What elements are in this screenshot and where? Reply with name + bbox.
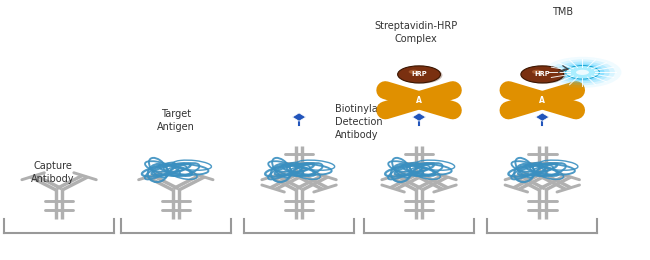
Circle shape: [400, 67, 443, 84]
Circle shape: [576, 70, 589, 75]
Circle shape: [521, 66, 564, 83]
Text: Target
Antigen: Target Antigen: [157, 109, 195, 132]
Circle shape: [408, 96, 431, 105]
Circle shape: [543, 57, 621, 88]
Circle shape: [566, 66, 599, 79]
Text: HRP: HRP: [411, 72, 427, 77]
Circle shape: [532, 70, 542, 74]
Text: A: A: [540, 96, 545, 105]
Circle shape: [530, 96, 554, 105]
Text: HRP: HRP: [534, 72, 550, 77]
Circle shape: [560, 63, 604, 81]
Polygon shape: [536, 113, 549, 121]
Text: TMB: TMB: [552, 7, 573, 17]
Polygon shape: [292, 113, 306, 121]
Text: A: A: [416, 96, 422, 105]
Text: Capture
Antibody: Capture Antibody: [31, 161, 74, 184]
Circle shape: [550, 59, 615, 85]
Text: Biotinylated
Detection
Antibody: Biotinylated Detection Antibody: [335, 105, 393, 140]
Circle shape: [409, 70, 419, 74]
Circle shape: [398, 66, 441, 83]
Polygon shape: [412, 113, 426, 121]
Circle shape: [523, 67, 566, 84]
Text: Streptavidin-HRP
Complex: Streptavidin-HRP Complex: [374, 21, 458, 44]
Circle shape: [555, 61, 610, 83]
